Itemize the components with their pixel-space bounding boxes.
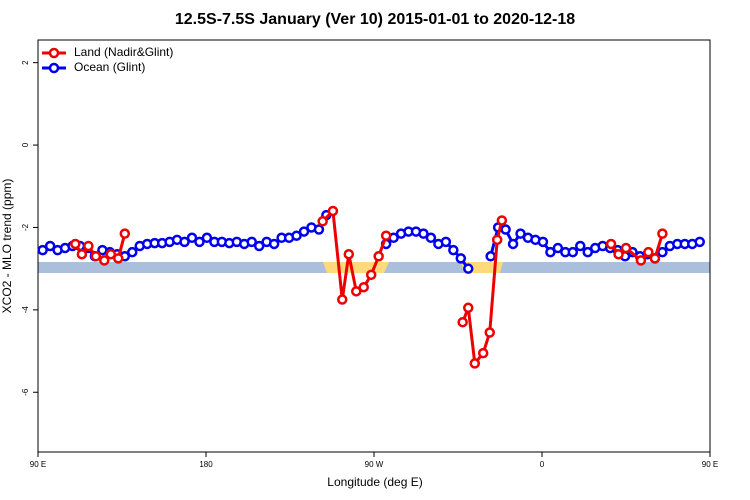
point [373, 251, 384, 262]
x-tick-label: 180 [199, 460, 213, 469]
y-tick-label: -6 [21, 388, 30, 396]
point [484, 327, 495, 338]
point [268, 238, 280, 250]
point [613, 248, 624, 260]
point [552, 242, 564, 254]
point [83, 240, 94, 252]
point [485, 251, 496, 262]
point [179, 236, 190, 248]
point [380, 230, 392, 241]
land-strip [323, 262, 389, 273]
x-tick-label: 0 [540, 460, 545, 469]
point [327, 205, 339, 217]
point [635, 255, 647, 266]
point [291, 230, 302, 241]
point [469, 358, 481, 369]
legend-label: Land (Nadir&Glint) [74, 45, 173, 59]
point [358, 281, 369, 293]
point [298, 226, 310, 237]
point [643, 246, 654, 258]
point [337, 294, 348, 305]
x-tick-label: 90 W [365, 460, 384, 469]
point [455, 253, 467, 264]
point [313, 224, 325, 235]
point [365, 269, 377, 281]
point [127, 246, 138, 258]
point [343, 248, 355, 260]
point [491, 234, 503, 246]
chart-title: 12.5S-7.5S January (Ver 10) 2015-01-01 t… [175, 11, 575, 28]
point [500, 224, 511, 235]
point [44, 240, 56, 252]
point [113, 253, 124, 264]
point [99, 255, 110, 266]
point [463, 263, 474, 274]
point [657, 228, 668, 239]
point [448, 244, 459, 256]
point [620, 242, 632, 254]
legend-label: Ocean (Glint) [74, 60, 145, 74]
x-tick-label: 90 E [30, 460, 46, 469]
point [567, 246, 579, 258]
y-tick-label: -2 [21, 223, 30, 231]
point [246, 236, 257, 248]
x-tick-label: 90 E [702, 460, 718, 469]
point [477, 347, 489, 359]
point [649, 253, 661, 264]
legend-marker [48, 62, 60, 74]
y-axis-label: XCO2 - MLO trend (ppm) [0, 179, 14, 314]
y-tick-label: 0 [21, 142, 30, 147]
point [537, 236, 549, 248]
point [582, 246, 593, 258]
point [657, 246, 668, 258]
point [201, 232, 213, 244]
point [253, 240, 265, 252]
point [37, 244, 48, 256]
x-axis-label: Longitude (deg E) [327, 475, 422, 489]
point [186, 232, 198, 244]
point [515, 228, 526, 239]
point [605, 238, 617, 250]
point [317, 216, 328, 227]
point [90, 251, 102, 262]
point [119, 228, 131, 239]
point [575, 240, 586, 252]
point [545, 246, 556, 258]
point [463, 302, 474, 314]
y-tick-label: -4 [21, 306, 30, 314]
point [507, 238, 519, 250]
legend-marker [48, 47, 60, 59]
point [440, 236, 452, 248]
point [418, 228, 429, 239]
point [457, 316, 468, 328]
point [425, 232, 437, 244]
point [496, 215, 508, 226]
point [694, 236, 705, 248]
point [70, 238, 81, 250]
point [105, 248, 117, 260]
point [351, 286, 362, 297]
point [76, 248, 88, 260]
y-tick-label: 2 [21, 60, 30, 65]
point [194, 236, 205, 248]
